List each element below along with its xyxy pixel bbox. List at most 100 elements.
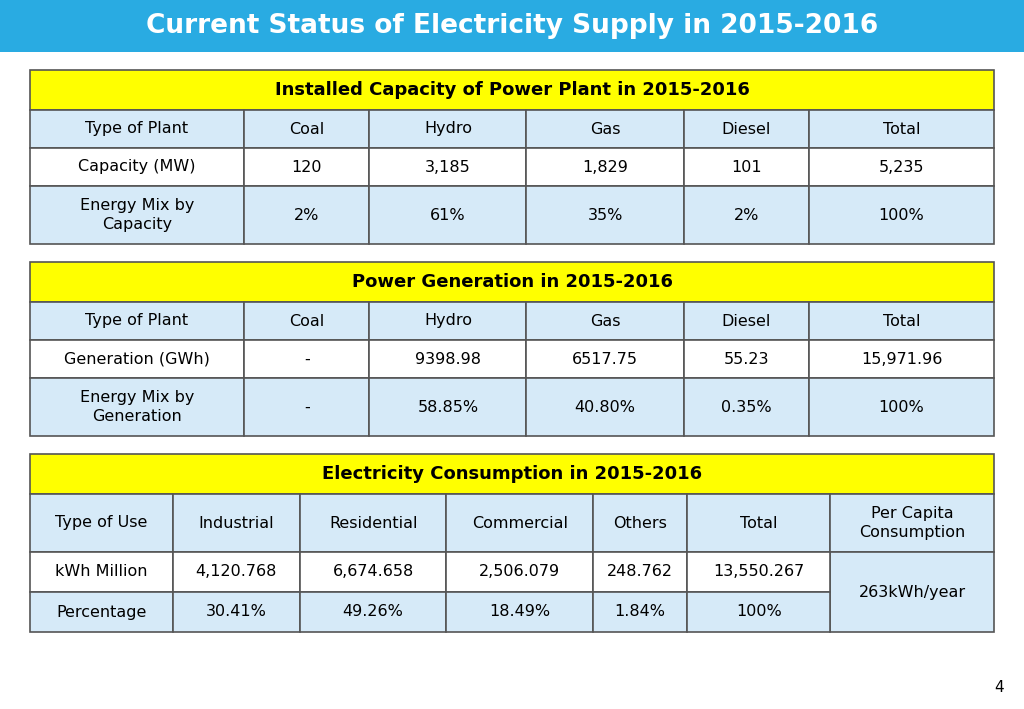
Text: Total: Total (883, 313, 921, 328)
Text: 55.23: 55.23 (724, 352, 769, 367)
Bar (370, 148, 526, 186)
Text: 100%: 100% (879, 399, 925, 415)
Bar (370, 340, 526, 378)
Bar (446, 552, 593, 592)
Text: Installed Capacity of Power Plant in 2015-2016: Installed Capacity of Power Plant in 201… (274, 81, 750, 99)
Text: 9398.98: 9398.98 (415, 352, 481, 367)
Bar (173, 494, 300, 552)
Text: 6517.75: 6517.75 (572, 352, 638, 367)
Bar (370, 110, 526, 148)
Bar (526, 302, 684, 340)
Bar (300, 552, 446, 592)
Bar (244, 148, 370, 186)
Text: 18.49%: 18.49% (489, 605, 550, 620)
Bar (30, 552, 173, 592)
Bar (370, 378, 526, 436)
Text: 4,120.768: 4,120.768 (196, 564, 276, 579)
Text: Industrial: Industrial (199, 515, 274, 530)
Text: kWh Million: kWh Million (55, 564, 147, 579)
Text: Others: Others (613, 515, 668, 530)
Bar (244, 302, 370, 340)
Text: -: - (304, 352, 309, 367)
Bar (30, 186, 244, 244)
Bar (30, 110, 244, 148)
Bar (173, 552, 300, 592)
Bar (684, 186, 809, 244)
Text: Hydro: Hydro (424, 313, 472, 328)
Bar (30, 262, 994, 302)
Text: 30.41%: 30.41% (206, 605, 266, 620)
Bar (809, 110, 994, 148)
Text: Diesel: Diesel (722, 121, 771, 137)
Bar (30, 454, 994, 494)
Text: 61%: 61% (430, 208, 466, 223)
Text: 100%: 100% (879, 208, 925, 223)
Bar (526, 110, 684, 148)
Bar (687, 592, 830, 632)
Text: 3,185: 3,185 (425, 160, 471, 174)
Text: Hydro: Hydro (424, 121, 472, 137)
Bar (370, 186, 526, 244)
Bar (300, 494, 446, 552)
Text: 263kWh/year: 263kWh/year (858, 584, 966, 600)
Text: Per Capita
Consumption: Per Capita Consumption (859, 506, 966, 540)
Bar (593, 592, 687, 632)
Text: 2%: 2% (294, 208, 319, 223)
Text: Coal: Coal (289, 313, 325, 328)
Text: Type of Plant: Type of Plant (85, 313, 188, 328)
Text: 101: 101 (731, 160, 762, 174)
Bar (244, 378, 370, 436)
Text: 35%: 35% (588, 208, 623, 223)
Bar (684, 110, 809, 148)
Bar (30, 302, 244, 340)
Text: 5,235: 5,235 (879, 160, 925, 174)
Text: Diesel: Diesel (722, 313, 771, 328)
Text: Residential: Residential (329, 515, 418, 530)
Text: 49.26%: 49.26% (343, 605, 403, 620)
Text: Energy Mix by
Capacity: Energy Mix by Capacity (80, 198, 195, 232)
Bar (244, 110, 370, 148)
Bar (526, 378, 684, 436)
Bar (687, 552, 830, 592)
Bar (30, 592, 173, 632)
Bar (30, 378, 244, 436)
Bar (830, 494, 994, 552)
Text: 58.85%: 58.85% (418, 399, 478, 415)
Text: Total: Total (883, 121, 921, 137)
Bar (526, 148, 684, 186)
Bar (809, 148, 994, 186)
Text: Type of Use: Type of Use (55, 515, 147, 530)
Text: 248.762: 248.762 (607, 564, 673, 579)
Text: Type of Plant: Type of Plant (85, 121, 188, 137)
Text: 6,674.658: 6,674.658 (333, 564, 414, 579)
Bar (593, 552, 687, 592)
Bar (830, 552, 994, 632)
Bar (684, 148, 809, 186)
Text: Coal: Coal (289, 121, 325, 137)
Text: 100%: 100% (736, 605, 781, 620)
Bar (526, 186, 684, 244)
Text: 2%: 2% (733, 208, 759, 223)
Bar (684, 378, 809, 436)
Text: 13,550.267: 13,550.267 (713, 564, 805, 579)
Text: -: - (304, 399, 309, 415)
Text: Generation (GWh): Generation (GWh) (65, 352, 210, 367)
Bar (684, 302, 809, 340)
Bar (0, 0, 1024, 52)
Bar (173, 592, 300, 632)
Text: 1.84%: 1.84% (614, 605, 666, 620)
Text: 15,971.96: 15,971.96 (861, 352, 942, 367)
Text: Commercial: Commercial (472, 515, 567, 530)
Text: 4: 4 (994, 680, 1004, 695)
Bar (30, 148, 244, 186)
Text: Percentage: Percentage (56, 605, 146, 620)
Text: 0.35%: 0.35% (721, 399, 771, 415)
Bar (809, 378, 994, 436)
Bar (30, 494, 173, 552)
Bar (446, 494, 593, 552)
Text: Gas: Gas (590, 313, 621, 328)
Bar (300, 592, 446, 632)
Bar (526, 340, 684, 378)
Bar (446, 592, 593, 632)
Text: 1,829: 1,829 (582, 160, 628, 174)
